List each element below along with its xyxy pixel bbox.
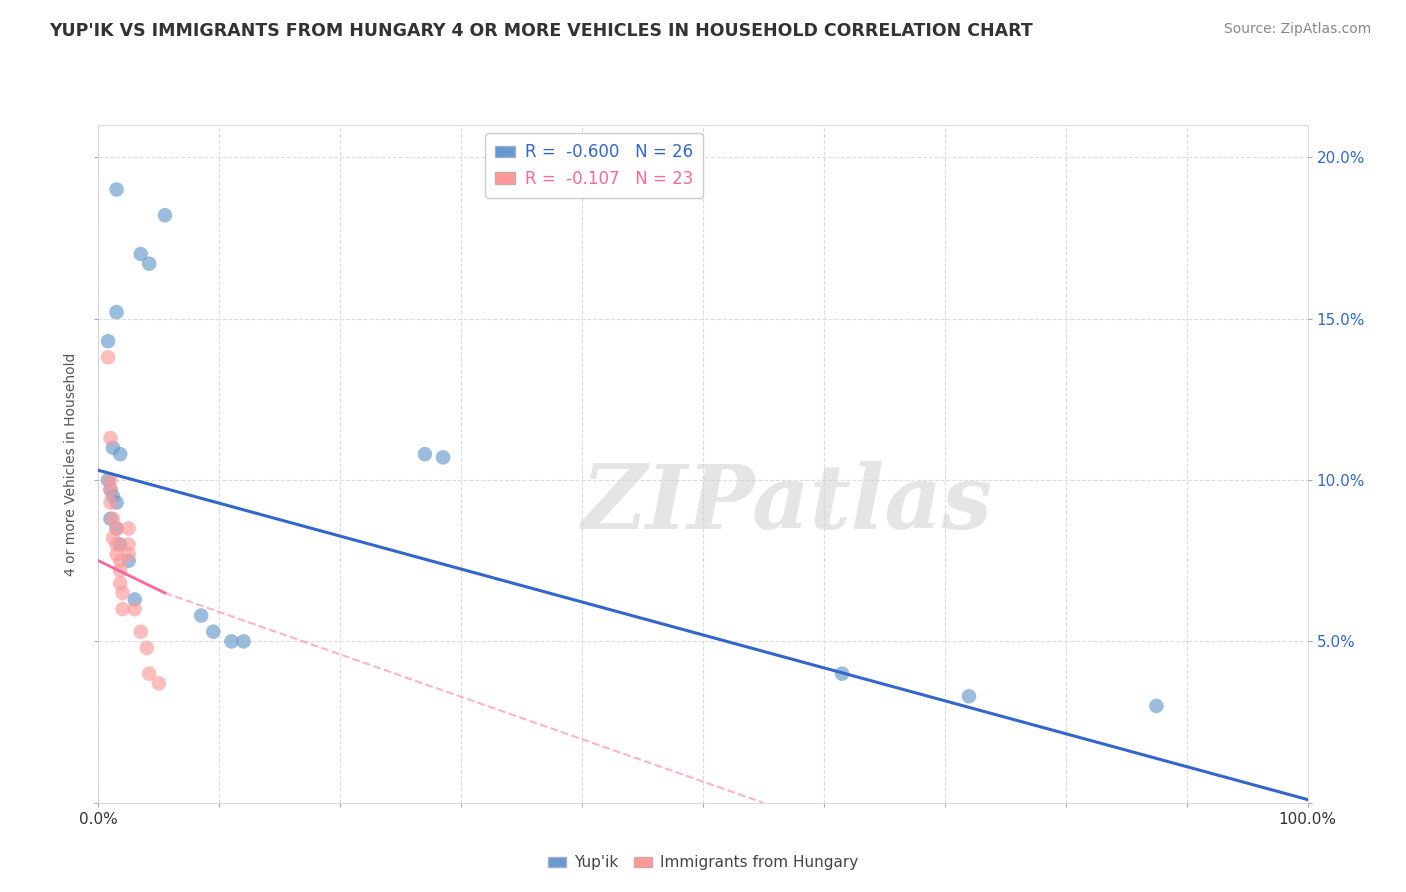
Text: YUP'IK VS IMMIGRANTS FROM HUNGARY 4 OR MORE VEHICLES IN HOUSEHOLD CORRELATION CH: YUP'IK VS IMMIGRANTS FROM HUNGARY 4 OR M…: [49, 22, 1033, 40]
Point: [831, 666, 853, 681]
Point: [190, 608, 212, 623]
Text: Source: ZipAtlas.com: Source: ZipAtlas.com: [1223, 22, 1371, 37]
Point: [124, 602, 146, 616]
Point: [100, 495, 122, 509]
Point: [97, 351, 120, 365]
Point: [129, 624, 152, 639]
Legend: Yup'ik, Immigrants from Hungary: Yup'ik, Immigrants from Hungary: [543, 849, 863, 877]
Point: [105, 547, 128, 561]
Point: [105, 182, 128, 196]
Point: [101, 489, 124, 503]
Point: [97, 473, 120, 487]
Point: [432, 450, 454, 465]
Point: [100, 512, 122, 526]
Point: [111, 586, 134, 600]
Point: [118, 521, 141, 535]
Point: [100, 473, 122, 487]
Point: [101, 512, 124, 526]
Point: [100, 431, 122, 445]
Point: [105, 521, 128, 535]
Point: [202, 624, 225, 639]
Point: [105, 305, 128, 319]
Point: [232, 634, 254, 648]
Point: [138, 257, 160, 271]
Point: [111, 602, 134, 616]
Point: [97, 334, 120, 348]
Point: [148, 676, 170, 690]
Point: [138, 666, 160, 681]
Point: [124, 592, 146, 607]
Point: [108, 447, 131, 461]
Point: [100, 483, 122, 497]
Point: [413, 447, 436, 461]
Point: [101, 531, 124, 545]
Y-axis label: 4 or more Vehicles in Household: 4 or more Vehicles in Household: [65, 352, 79, 575]
Point: [105, 537, 128, 551]
Point: [105, 495, 128, 509]
Point: [118, 537, 141, 551]
Point: [118, 554, 141, 568]
Point: [105, 521, 128, 535]
Point: [1146, 698, 1168, 713]
Point: [153, 208, 176, 222]
Point: [221, 634, 243, 648]
Point: [129, 247, 152, 261]
Point: [108, 537, 131, 551]
Point: [108, 563, 131, 577]
Point: [108, 576, 131, 591]
Point: [100, 483, 122, 497]
Point: [957, 690, 980, 704]
Point: [101, 441, 124, 455]
Point: [135, 640, 157, 655]
Text: ZIPatlas: ZIPatlas: [582, 461, 993, 548]
Point: [108, 554, 131, 568]
Point: [118, 547, 141, 561]
